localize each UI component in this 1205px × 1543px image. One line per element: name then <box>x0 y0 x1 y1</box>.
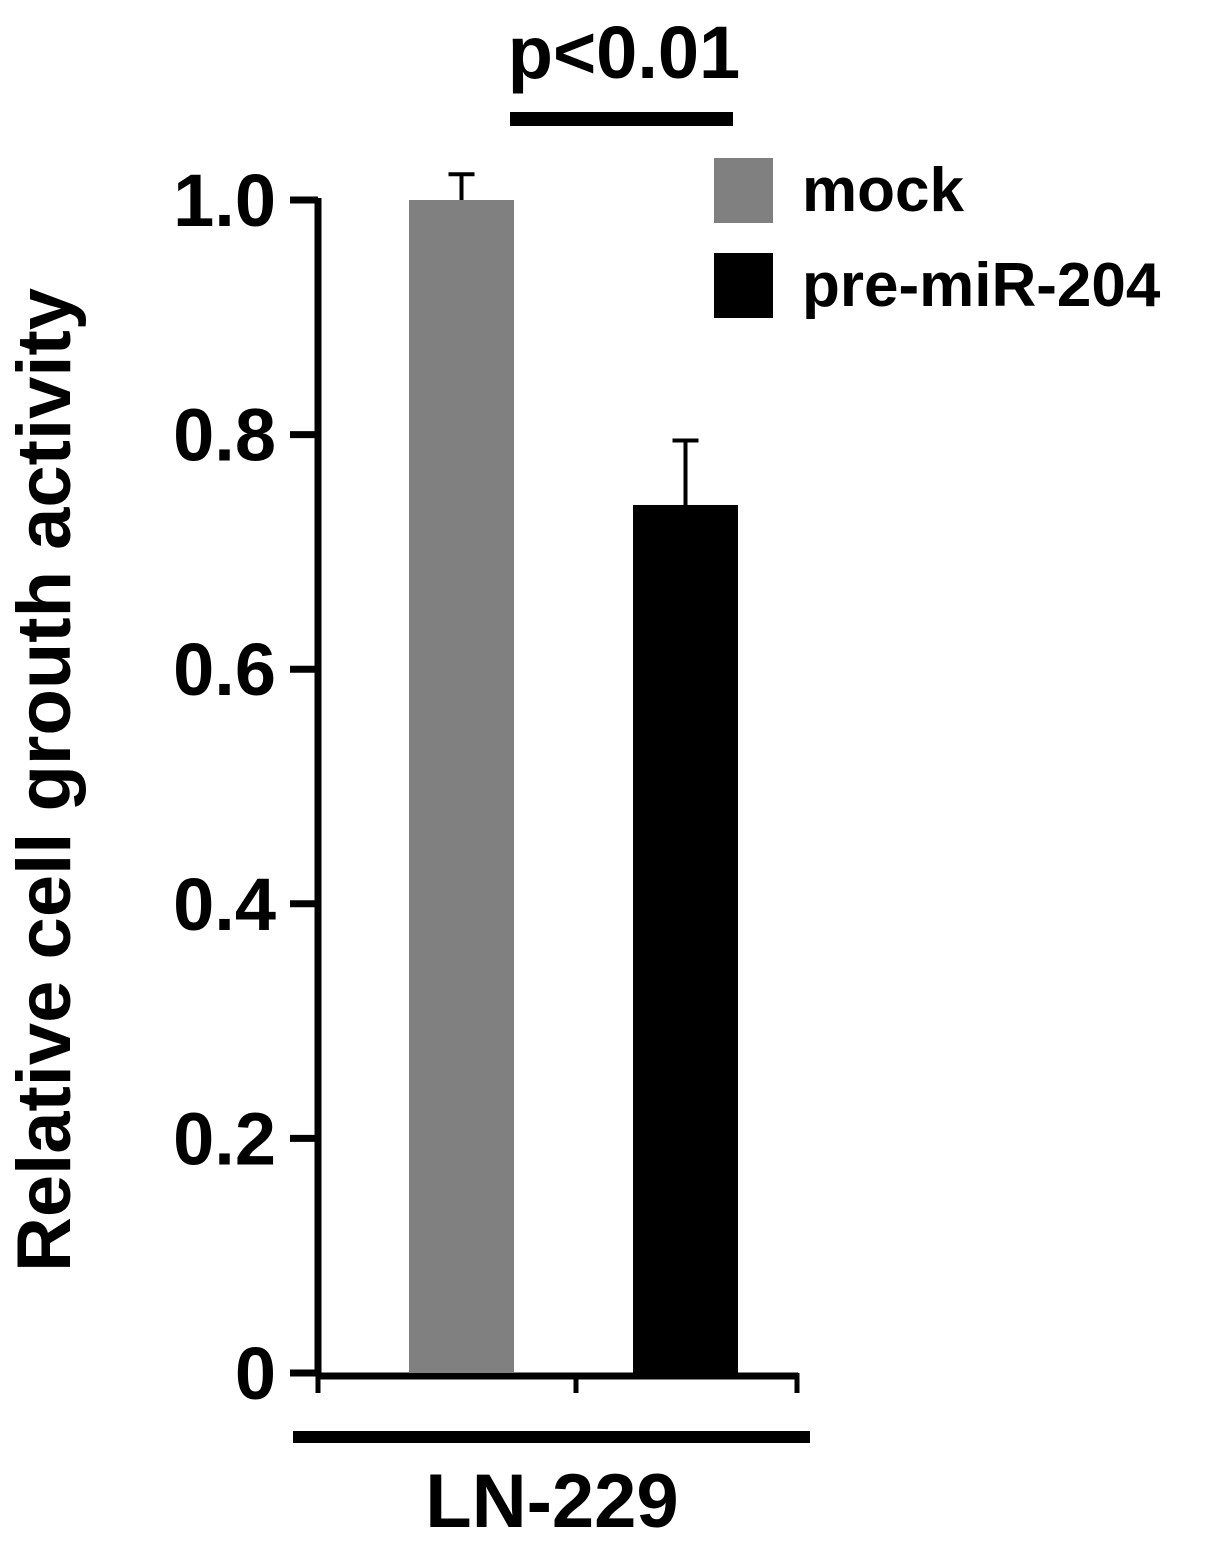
y-tick-label: 0.6 <box>173 628 276 711</box>
bar-pre-miR-204 <box>633 504 738 1374</box>
axes: 0 0.2 0.4 0.6 0.8 1.0 LN-229 Relative cell grou… <box>2 159 810 1543</box>
significance-label: p<0.01 <box>508 11 740 94</box>
y-tick-label: 1.0 <box>173 159 276 242</box>
y-tick-label: 0.2 <box>173 1097 276 1180</box>
y-tick-label: 0.8 <box>173 394 276 477</box>
y-axis-label: Relative cell grouth activity <box>2 288 87 1272</box>
annotations: p<0.01 <box>508 11 740 126</box>
x-axis-label: LN-229 <box>425 1459 678 1543</box>
legend: mock pre-miR-204 <box>714 156 1161 320</box>
legend-label-mock: mock <box>802 156 964 225</box>
y-tick-label: 0 <box>235 1332 276 1415</box>
bar-mock <box>409 200 514 1373</box>
legend-label-pre-miR-204: pre-miR-204 <box>802 251 1161 320</box>
bars <box>409 172 738 1374</box>
y-tick-label: 0.4 <box>173 863 276 946</box>
legend-swatch-mock <box>714 158 773 223</box>
legend-swatch-pre-miR-204 <box>714 253 773 318</box>
